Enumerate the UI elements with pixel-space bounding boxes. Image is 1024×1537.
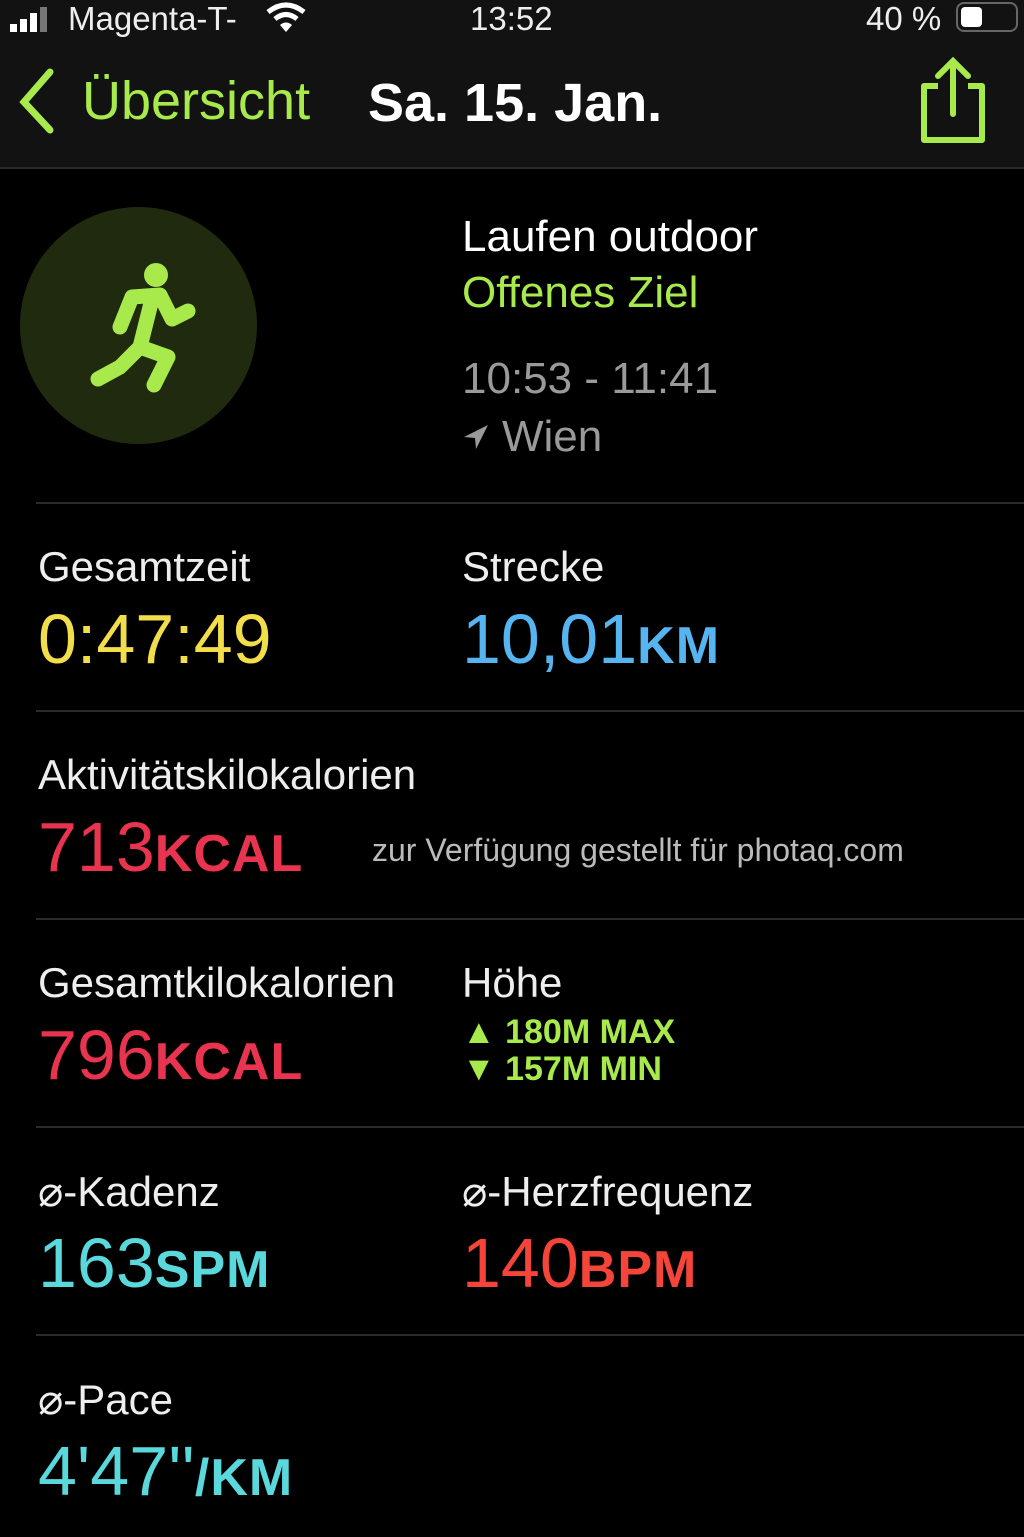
battery-percent: 40 % [866, 0, 942, 37]
heart-rate-number: 140 [462, 1224, 579, 1302]
divider [36, 502, 1024, 504]
heart-rate-unit: BPM [578, 1241, 698, 1299]
elevation-max-value: 180M MAX [505, 1013, 676, 1051]
distance-value: 10,01KM [462, 604, 720, 674]
divider [36, 1334, 1024, 1336]
elevation-label: Höhe [462, 959, 563, 1006]
chevron-left-icon [19, 68, 54, 134]
carrier: Magenta-T- [68, 0, 237, 37]
divider [36, 1126, 1024, 1128]
location-arrow-icon [464, 425, 488, 449]
battery-icon [956, 2, 1018, 32]
total-time-label: Gesamtzeit [38, 543, 251, 590]
total-time-value: 0:47:49 [38, 600, 272, 678]
elevation-min-value: 157M MIN [505, 1050, 662, 1088]
workout-type: Laufen outdoor [462, 212, 759, 261]
divider [36, 918, 1024, 920]
clock: 13:52 [470, 0, 553, 37]
back-button[interactable]: Übersicht [14, 66, 310, 136]
active-kcal-unit: KCAL [154, 825, 304, 883]
cadence-unit: SPM [154, 1241, 271, 1299]
workout-icon-circle [20, 207, 257, 444]
cadence-label: ⌀-Kadenz [38, 1168, 220, 1215]
elevation-min: ▼ 157M MIN [462, 1051, 675, 1088]
page-title: Sa. 15. Jan. [368, 73, 663, 133]
pace-label: ⌀-Pace [38, 1376, 174, 1423]
pace-value: 4'47''/KM [38, 1436, 293, 1506]
time-range: 10:53 - 11:41 [462, 354, 719, 403]
distance-label: Strecke [462, 543, 605, 590]
active-kcal-number: 713 [38, 808, 155, 886]
pace-number: 4'47'' [38, 1432, 195, 1510]
heart-rate-value: 140BPM [462, 1228, 697, 1298]
distance-number: 10,01 [462, 600, 638, 678]
distance-unit: KM [637, 617, 721, 675]
total-kcal-value: 796KCAL [38, 1020, 303, 1090]
active-kcal-label: Aktivitätskilokalorien [38, 751, 417, 798]
wifi-icon [266, 2, 306, 39]
cadence-value: 163SPM [38, 1228, 270, 1298]
triangle-down-icon: ▼ [462, 1050, 506, 1088]
total-kcal-label: Gesamtkilokalorien [38, 959, 396, 1006]
cadence-number: 163 [38, 1224, 155, 1302]
signal-icon [10, 6, 60, 32]
workout-goal: Offenes Ziel [462, 268, 699, 317]
heart-rate-label: ⌀-Herzfrequenz [462, 1168, 754, 1215]
total-kcal-number: 796 [38, 1016, 155, 1094]
location: Wien [502, 412, 603, 461]
triangle-up-icon: ▲ [462, 1013, 506, 1051]
running-figure-icon [90, 263, 196, 393]
share-button[interactable] [916, 56, 990, 151]
back-label: Übersicht [82, 71, 311, 131]
active-kcal-value: 713KCAL [38, 812, 303, 882]
share-icon [921, 56, 985, 143]
pace-unit: /KM [194, 1449, 294, 1507]
top-bar: Magenta-T- 13:52 40 % Übersicht Sa. 15. … [0, 0, 1024, 169]
total-kcal-unit: KCAL [154, 1033, 304, 1091]
divider [36, 710, 1024, 712]
elevation-max: ▲ 180M MAX [462, 1014, 675, 1051]
watermark: zur Verfügung gestellt für photaq.com [372, 832, 904, 868]
